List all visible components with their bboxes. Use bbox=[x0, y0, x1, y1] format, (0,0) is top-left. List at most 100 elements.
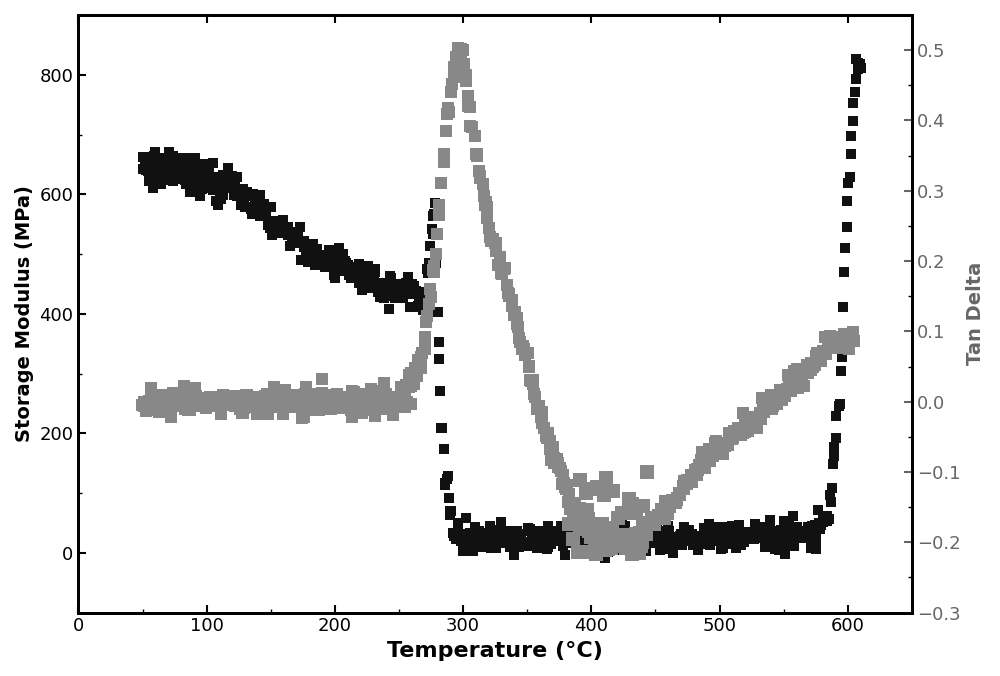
Point bbox=[157, 159, 173, 170]
Point bbox=[780, 522, 796, 533]
Point bbox=[611, 535, 627, 546]
Point bbox=[662, 502, 678, 512]
Point bbox=[150, 161, 166, 172]
Y-axis label: Storage Modulus (MPa): Storage Modulus (MPa) bbox=[15, 185, 34, 442]
Point bbox=[419, 264, 435, 274]
Point bbox=[713, 441, 729, 452]
Point bbox=[820, 336, 836, 347]
Point bbox=[192, 176, 208, 187]
Point bbox=[822, 331, 838, 341]
Point bbox=[697, 462, 713, 473]
Point bbox=[770, 531, 786, 542]
Point bbox=[733, 539, 749, 550]
Point bbox=[243, 395, 259, 406]
Point bbox=[598, 473, 614, 483]
Point bbox=[542, 443, 558, 454]
Point bbox=[356, 389, 372, 400]
Point bbox=[171, 401, 187, 412]
Point bbox=[415, 305, 431, 316]
Point bbox=[203, 395, 219, 406]
Point bbox=[389, 399, 405, 410]
Point bbox=[776, 389, 792, 400]
Point bbox=[311, 400, 327, 411]
Point bbox=[509, 318, 525, 329]
Point bbox=[432, 386, 448, 397]
Point bbox=[776, 387, 792, 397]
Point bbox=[256, 401, 272, 412]
Point bbox=[617, 521, 633, 531]
Point bbox=[243, 399, 259, 410]
Point bbox=[483, 543, 499, 554]
Point bbox=[699, 452, 715, 463]
Point bbox=[769, 398, 785, 409]
Point bbox=[146, 151, 162, 162]
Point bbox=[706, 521, 722, 532]
Point bbox=[701, 443, 717, 454]
Point bbox=[482, 521, 498, 531]
Point bbox=[548, 529, 564, 540]
Point bbox=[843, 336, 859, 347]
Point bbox=[442, 509, 458, 520]
Point bbox=[524, 527, 540, 538]
Point bbox=[323, 404, 339, 414]
Point bbox=[257, 391, 273, 402]
Point bbox=[249, 408, 265, 419]
Point bbox=[559, 528, 575, 539]
Point bbox=[593, 529, 609, 540]
Point bbox=[263, 393, 279, 404]
Point bbox=[543, 454, 559, 465]
Point bbox=[722, 533, 738, 544]
Point bbox=[172, 168, 188, 179]
Point bbox=[363, 283, 379, 293]
Point bbox=[356, 404, 372, 414]
Point bbox=[827, 338, 843, 349]
Point bbox=[431, 200, 447, 211]
Point bbox=[747, 412, 763, 422]
Point bbox=[560, 497, 576, 508]
Point bbox=[309, 243, 325, 254]
Point bbox=[805, 534, 821, 545]
Point bbox=[310, 257, 326, 268]
Point bbox=[150, 168, 166, 178]
Point bbox=[653, 510, 669, 521]
Point bbox=[155, 164, 171, 174]
Point bbox=[388, 400, 404, 411]
Point bbox=[367, 264, 383, 274]
Point bbox=[361, 270, 377, 281]
Point bbox=[356, 397, 372, 408]
Point bbox=[720, 440, 736, 451]
Point bbox=[582, 532, 598, 543]
Point bbox=[764, 404, 780, 414]
Point bbox=[265, 399, 281, 410]
Point bbox=[465, 546, 481, 556]
Point bbox=[284, 393, 300, 404]
Point bbox=[194, 160, 210, 171]
Point bbox=[168, 155, 184, 166]
Point bbox=[360, 393, 376, 404]
Point bbox=[298, 382, 314, 393]
Point bbox=[715, 524, 731, 535]
Point bbox=[580, 517, 596, 528]
Point bbox=[536, 422, 552, 433]
Point bbox=[428, 258, 444, 268]
Point bbox=[513, 531, 529, 541]
Point bbox=[690, 533, 706, 544]
Point bbox=[292, 393, 308, 404]
Point bbox=[452, 533, 468, 544]
Point bbox=[300, 256, 316, 267]
Point bbox=[662, 534, 678, 545]
Point bbox=[476, 191, 492, 201]
Point bbox=[246, 391, 262, 402]
Point bbox=[703, 525, 719, 535]
Point bbox=[476, 528, 492, 539]
Point bbox=[238, 191, 254, 201]
Point bbox=[353, 276, 369, 287]
Point bbox=[465, 529, 481, 539]
Point bbox=[191, 398, 207, 409]
Point bbox=[805, 362, 821, 372]
Point bbox=[293, 237, 309, 248]
Point bbox=[555, 541, 571, 552]
Point bbox=[774, 394, 790, 405]
Point bbox=[381, 283, 397, 294]
Point bbox=[526, 541, 542, 552]
